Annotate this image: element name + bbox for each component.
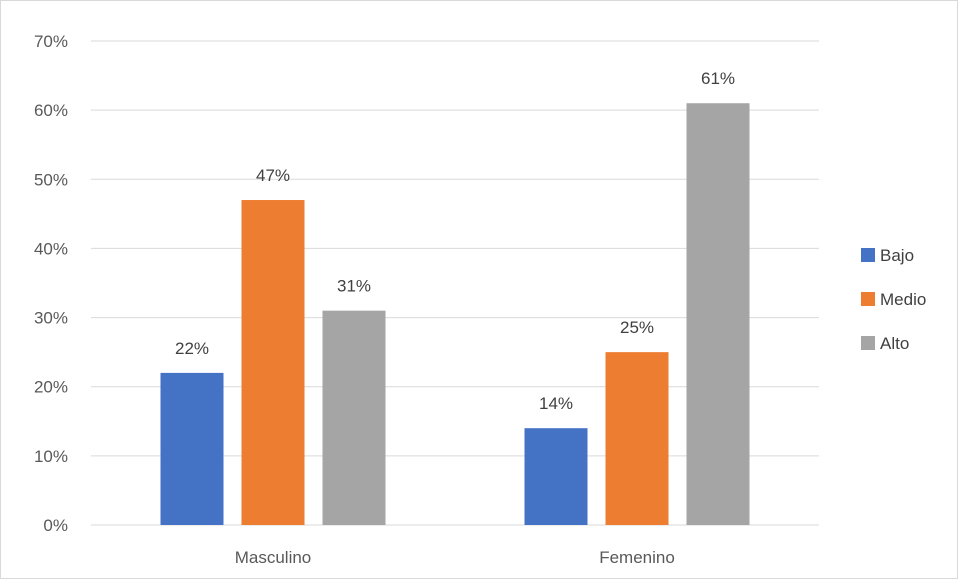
y-tick-label: 40% (34, 239, 68, 258)
data-label: 61% (701, 69, 735, 88)
legend-label-alto: Alto (880, 334, 909, 353)
data-labels: 22% 47% 31% 14% 25% 61% (175, 69, 735, 413)
y-tick-label: 30% (34, 309, 68, 328)
y-axis-tick-labels: 0% 10% 20% 30% 40% 50% 60% 70% (34, 32, 68, 535)
data-label: 47% (256, 166, 290, 185)
x-tick-label: Femenino (599, 548, 675, 567)
bars (160, 103, 750, 525)
legend-swatch-alto (861, 336, 875, 350)
bar-medio-femenino (605, 352, 669, 525)
bar-alto-femenino (686, 103, 750, 525)
bar-medio-masculino (241, 200, 305, 525)
y-tick-label: 20% (34, 378, 68, 397)
legend-label-bajo: Bajo (880, 246, 914, 265)
legend-swatch-medio (861, 292, 875, 306)
data-label: 22% (175, 339, 209, 358)
data-label: 25% (620, 318, 654, 337)
legend-label-medio: Medio (880, 290, 926, 309)
y-tick-label: 50% (34, 170, 68, 189)
y-tick-label: 10% (34, 447, 68, 466)
legend-swatch-bajo (861, 248, 875, 262)
bar-bajo-masculino (160, 372, 224, 525)
x-tick-label: Masculino (235, 548, 312, 567)
data-label: 31% (337, 277, 371, 296)
x-axis-tick-labels: Masculino Femenino (235, 548, 675, 567)
y-tick-label: 70% (34, 32, 68, 51)
bar-bajo-femenino (524, 428, 588, 525)
data-label: 14% (539, 394, 573, 413)
bar-alto-masculino (322, 310, 386, 525)
legend: Bajo Medio Alto (861, 246, 926, 353)
y-tick-label: 60% (34, 101, 68, 120)
y-tick-label: 0% (43, 516, 68, 535)
